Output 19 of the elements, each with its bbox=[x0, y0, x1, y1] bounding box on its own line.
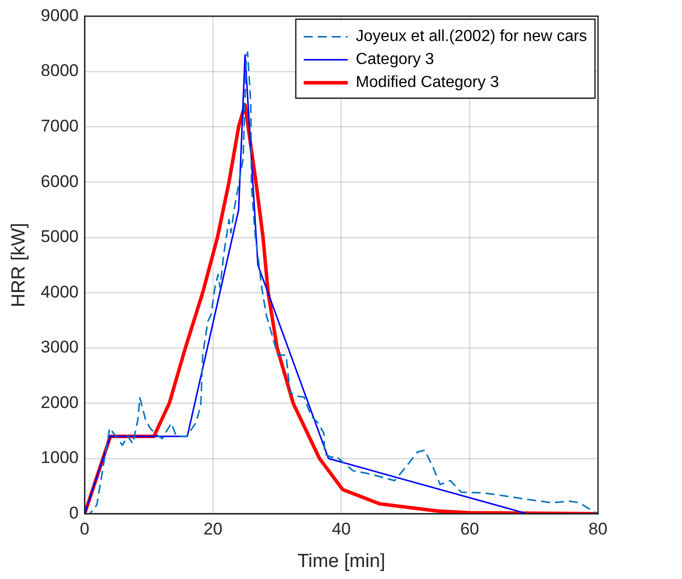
y-tick-label: 0 bbox=[69, 503, 79, 522]
y-tick-label: 8000 bbox=[40, 61, 79, 80]
legend-label: Joyeux et all.(2002) for new cars bbox=[356, 28, 587, 46]
y-tick-label: 9000 bbox=[40, 6, 79, 25]
y-tick-label: 3000 bbox=[40, 338, 79, 357]
y-tick-label: 6000 bbox=[40, 172, 79, 191]
x-tick-label: 40 bbox=[332, 520, 351, 539]
x-tick-label: 20 bbox=[204, 520, 222, 539]
y-axis-title: HRR [kW] bbox=[8, 222, 30, 308]
legend-label: Modified Category 3 bbox=[356, 74, 500, 92]
y-tick-label: 5000 bbox=[40, 227, 79, 246]
y-tick-label: 7000 bbox=[40, 116, 79, 136]
x-tick-label: 60 bbox=[460, 520, 480, 539]
x-axis-title: Time [min] bbox=[297, 550, 386, 572]
y-tick-label: 2000 bbox=[40, 392, 79, 412]
legend-label: Category 3 bbox=[356, 51, 434, 68]
y-tick-label: 4000 bbox=[40, 282, 79, 302]
y-tick-label: 1000 bbox=[40, 448, 79, 468]
x-tick-label: 80 bbox=[588, 520, 608, 539]
